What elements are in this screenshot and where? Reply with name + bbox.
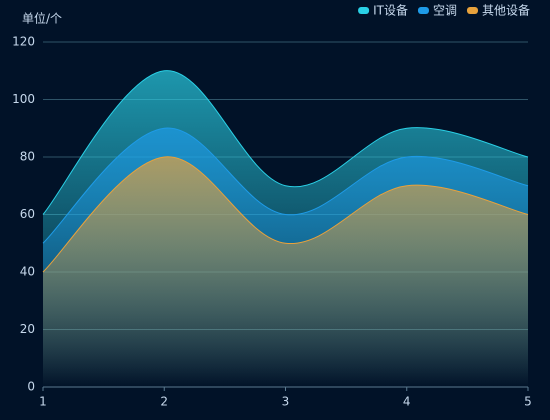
y-axis-label: 单位/个 — [22, 11, 62, 26]
legend-swatch — [417, 7, 429, 14]
x-tick-label: 5 — [524, 395, 532, 409]
legend-label: 其他设备 — [482, 4, 530, 18]
y-tick-label: 120 — [12, 35, 35, 49]
line — [42, 156, 529, 273]
y-tick-label: 80 — [20, 150, 35, 164]
legend-label: 空调 — [433, 4, 457, 18]
y-tick-label: 100 — [12, 92, 35, 106]
legend: IT设备 空调 其他设备 — [358, 4, 530, 18]
x-tick-label: 4 — [403, 395, 411, 409]
line — [42, 70, 529, 215]
x-tick-label: 3 — [282, 395, 290, 409]
line — [42, 127, 529, 244]
x-tick-label: 2 — [160, 395, 168, 409]
legend-swatch — [466, 7, 478, 14]
y-tick-label: 40 — [20, 265, 35, 279]
legend-label: IT设备 — [373, 4, 408, 18]
x-tick-label: 1 — [39, 395, 47, 409]
y-tick-label: 20 — [20, 322, 35, 336]
legend-swatch — [358, 7, 370, 14]
y-tick-label: 0 — [27, 380, 35, 394]
area — [43, 156, 528, 387]
y-tick-label: 60 — [20, 207, 35, 221]
